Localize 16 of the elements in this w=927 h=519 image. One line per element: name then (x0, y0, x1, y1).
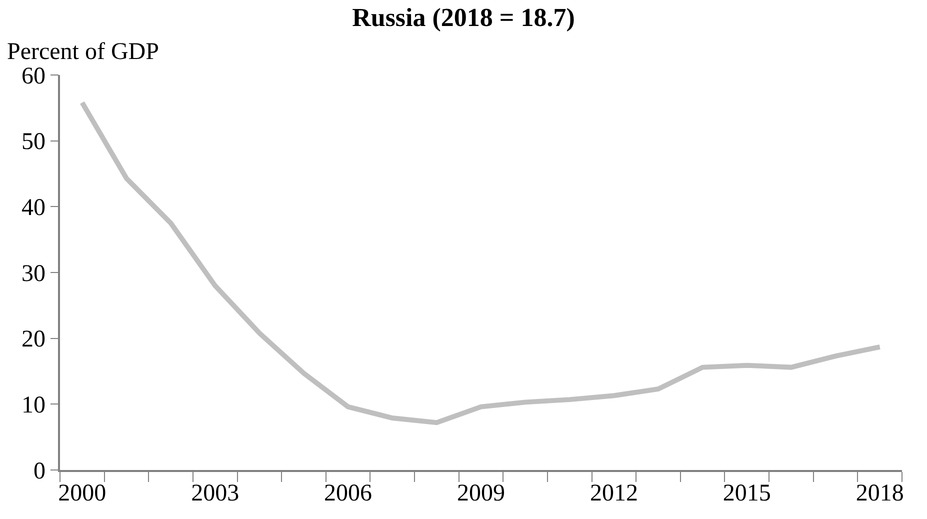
y-axis-title: Percent of GDP (7, 39, 159, 65)
x-tick-label: 2015 (722, 480, 771, 507)
x-tick-label: 2012 (590, 480, 638, 507)
x-tick-label: 2006 (324, 480, 372, 507)
x-tick-label: 2000 (58, 480, 106, 507)
y-tick-label: 10 (21, 392, 46, 419)
y-tick-label: 30 (21, 260, 46, 287)
y-tick-label: 60 (21, 63, 46, 90)
chart-title: Russia (2018 = 18.7) (352, 2, 575, 32)
y-tick-label: 50 (21, 129, 46, 156)
x-tick-label: 2018 (856, 480, 904, 507)
x-tick-label: 2003 (191, 480, 240, 507)
x-tick-label: 2009 (457, 480, 505, 507)
y-tick-label: 20 (21, 326, 46, 353)
y-tick-label: 0 (33, 458, 46, 484)
y-tick-label: 40 (21, 195, 46, 222)
